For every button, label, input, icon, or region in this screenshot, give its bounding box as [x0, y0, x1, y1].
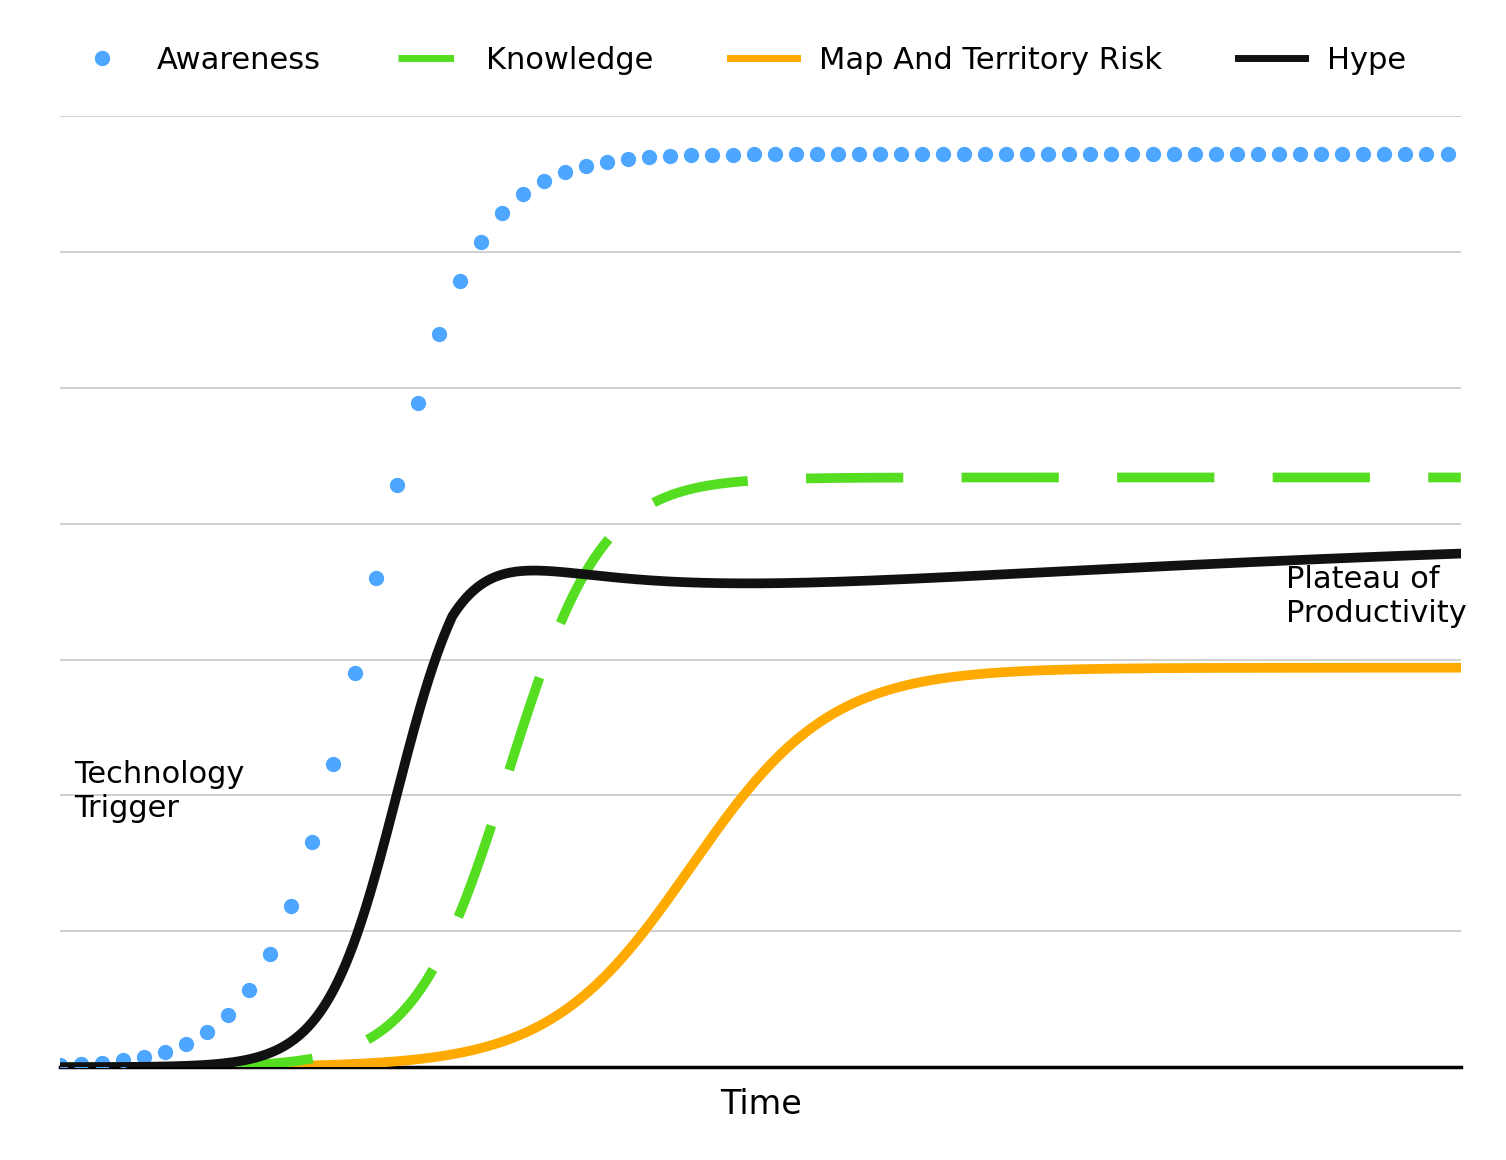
- Text: Plateau of
Productivity: Plateau of Productivity: [1286, 565, 1467, 628]
- Legend: Awareness, Knowledge, Map And Territory Risk, Hype: Awareness, Knowledge, Map And Territory …: [68, 45, 1405, 74]
- Text: Technology
Trigger: Technology Trigger: [74, 760, 244, 822]
- X-axis label: Time: Time: [720, 1088, 801, 1121]
